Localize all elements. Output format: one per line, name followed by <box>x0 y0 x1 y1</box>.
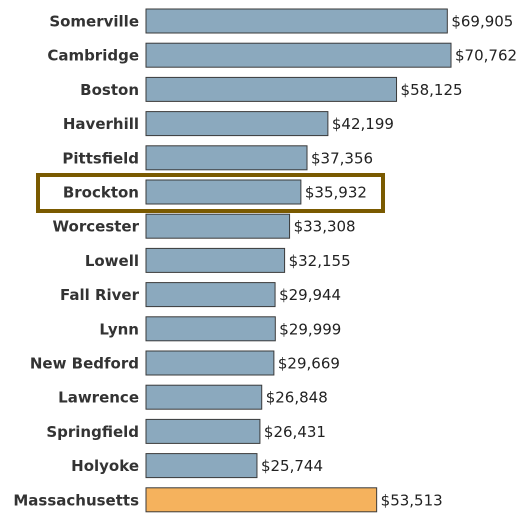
category-label: Lawrence <box>58 389 139 407</box>
category-label: Brockton <box>63 184 139 202</box>
bar <box>145 42 452 68</box>
category-label: Somerville <box>49 13 139 31</box>
category-label: Springfield <box>46 423 139 441</box>
bar <box>145 418 261 444</box>
bar <box>145 76 398 102</box>
bar <box>145 350 275 376</box>
category-label: Cambridge <box>47 47 139 65</box>
highlight-box <box>36 173 385 213</box>
value-label: $29,669 <box>278 355 340 373</box>
category-label: Boston <box>80 81 139 99</box>
value-label: $25,744 <box>261 457 323 475</box>
category-label: Lynn <box>99 320 139 338</box>
value-label: $69,905 <box>451 13 513 31</box>
value-label: $37,356 <box>311 149 373 167</box>
category-label: Lowell <box>85 252 139 270</box>
category-label: Worcester <box>53 218 140 236</box>
category-label: Fall River <box>60 286 140 304</box>
value-label: $29,944 <box>279 286 341 304</box>
category-label: Holyoke <box>71 457 139 475</box>
bar <box>145 453 258 479</box>
value-label: $26,431 <box>264 423 326 441</box>
value-label: $42,199 <box>332 115 394 133</box>
bar <box>145 384 263 410</box>
value-label: $70,762 <box>455 47 517 65</box>
bar <box>145 179 302 205</box>
category-label: Haverhill <box>63 115 139 133</box>
category-label: Massachusetts <box>13 491 139 509</box>
bar <box>145 316 276 342</box>
bar <box>145 213 291 239</box>
bar <box>145 487 378 513</box>
value-label: $32,155 <box>289 252 351 270</box>
category-label: Pittsfield <box>62 149 139 167</box>
bar <box>145 282 276 308</box>
bar <box>145 247 286 273</box>
bar <box>145 145 308 171</box>
value-label: $26,848 <box>266 389 328 407</box>
value-label: $35,932 <box>305 184 367 202</box>
value-label: $33,308 <box>294 218 356 236</box>
bar <box>145 111 329 137</box>
category-label: New Bedford <box>30 355 139 373</box>
value-label: $29,999 <box>279 320 341 338</box>
bar <box>145 8 448 34</box>
value-label: $58,125 <box>401 81 463 99</box>
value-label: $53,513 <box>381 491 443 509</box>
